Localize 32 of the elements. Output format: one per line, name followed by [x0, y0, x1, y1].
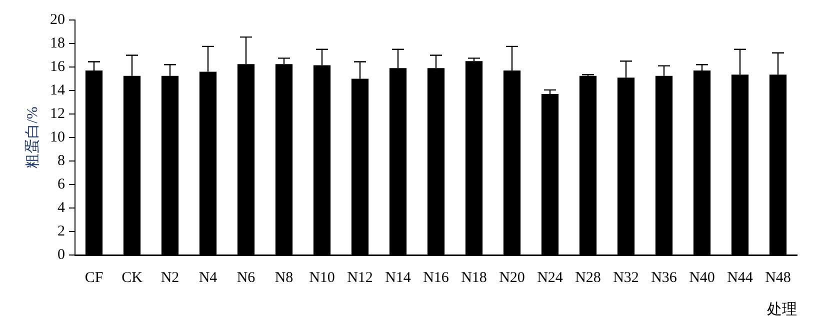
- y-axis-title: 粗蛋白/%: [24, 106, 41, 168]
- x-tick-label: N12: [347, 270, 373, 286]
- x-tick-label: N14: [385, 270, 412, 286]
- x-tick-label: N44: [727, 270, 754, 286]
- x-tick-label: N48: [765, 270, 791, 286]
- x-tick-label: N2: [160, 270, 180, 286]
- x-tick-label: N10: [309, 270, 335, 286]
- x-tick-label: N28: [575, 270, 601, 286]
- x-tick-label: N24: [537, 270, 564, 286]
- x-tick-label: N18: [461, 270, 487, 286]
- x-tick-label: N36: [651, 270, 678, 286]
- x-tick-label: N6: [236, 270, 256, 286]
- y-tick-label: 16: [50, 58, 66, 75]
- y-tick-label: 10: [50, 129, 65, 146]
- y-tick-label: 18: [50, 35, 65, 52]
- y-tick-label: 4: [58, 200, 66, 216]
- y-tick-label: 0: [58, 246, 65, 263]
- x-tick-label: N40: [689, 270, 715, 286]
- y-tick-label: 8: [58, 152, 65, 169]
- y-tick-label: 20: [50, 12, 65, 28]
- x-tick-label: N20: [499, 270, 525, 286]
- x-tick-label: N8: [274, 270, 294, 286]
- x-tick-label: N16: [423, 270, 450, 286]
- x-tick-label: CK: [122, 270, 143, 286]
- x-tick-label: N4: [198, 270, 218, 286]
- x-axis-title: 处理: [767, 300, 797, 318]
- y-tick-label: 6: [58, 176, 66, 192]
- y-tick-label: 2: [58, 223, 65, 240]
- y-tick-label: 12: [50, 106, 65, 122]
- x-tick-label: CF: [84, 270, 104, 286]
- y-tick-label: 14: [50, 82, 66, 98]
- x-tick-label: N32: [613, 270, 639, 286]
